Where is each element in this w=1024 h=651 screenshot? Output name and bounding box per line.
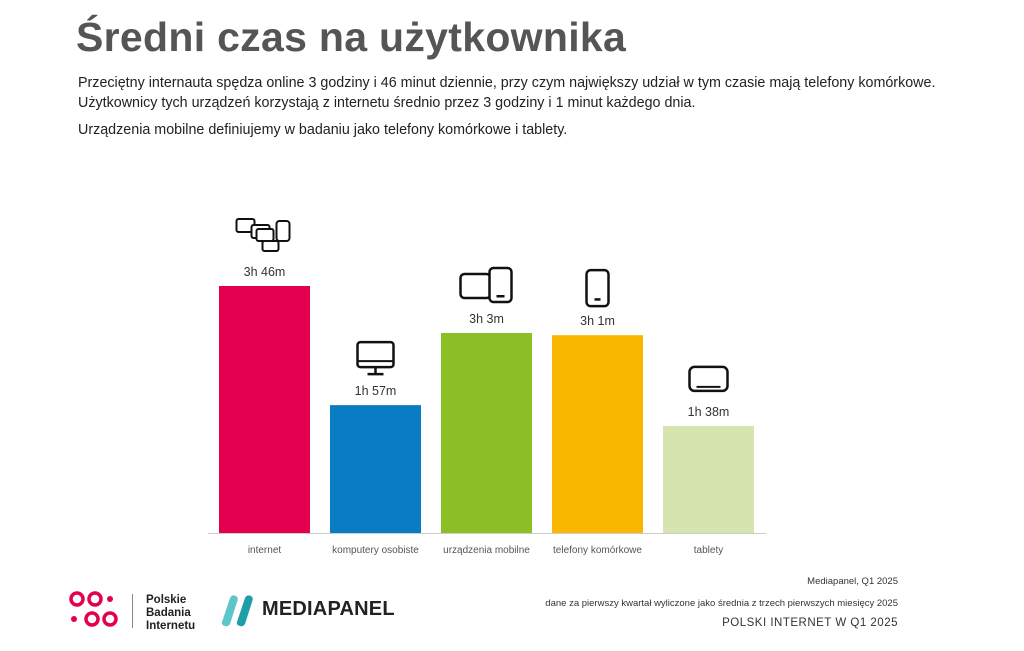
bar xyxy=(219,286,310,533)
category-label: urządzenia mobilne xyxy=(443,545,530,556)
bar xyxy=(441,332,532,533)
data-label: 1h 38m xyxy=(688,405,730,419)
desktop-monitor-icon xyxy=(356,340,395,376)
note-text: dane za pierwszy kwartał wyliczone jako … xyxy=(545,598,898,609)
devices-group-icon xyxy=(235,218,291,252)
category-label: tablety xyxy=(694,545,723,556)
description-paragraph: Przeciętny internauta spędza online 3 go… xyxy=(78,75,936,111)
category-label: telefony komórkowe xyxy=(553,545,642,556)
source-text: Mediapanel, Q1 2025 xyxy=(807,576,898,587)
bar xyxy=(663,425,754,533)
logo-divider xyxy=(132,594,133,628)
report-title: POLSKI INTERNET W Q1 2025 xyxy=(722,617,898,629)
bar xyxy=(552,335,643,533)
data-label: 3h 1m xyxy=(580,314,615,328)
tablet-landscape-icon xyxy=(688,365,729,393)
data-label: 3h 46m xyxy=(244,265,286,279)
phone-icon xyxy=(585,268,610,308)
data-label: 1h 57m xyxy=(355,384,397,398)
category-label: komputery osobiste xyxy=(332,545,419,556)
page-title: Średni czas na użytkownika xyxy=(76,14,627,60)
mediapanel-logo-text: MEDIAPANEL xyxy=(262,598,395,620)
category-label: internet xyxy=(248,545,282,556)
pbi-logo-text: Polskie Badania Internetu xyxy=(146,594,196,632)
data-label: 3h 3m xyxy=(469,312,504,326)
tablet-and-phone-icon xyxy=(459,266,513,304)
description-note: Urządzenia mobilne definiujemy w badaniu… xyxy=(78,122,568,138)
pbi-logo-icon xyxy=(69,591,118,627)
bar xyxy=(330,405,421,533)
mediapanel-logo-icon xyxy=(221,595,253,627)
